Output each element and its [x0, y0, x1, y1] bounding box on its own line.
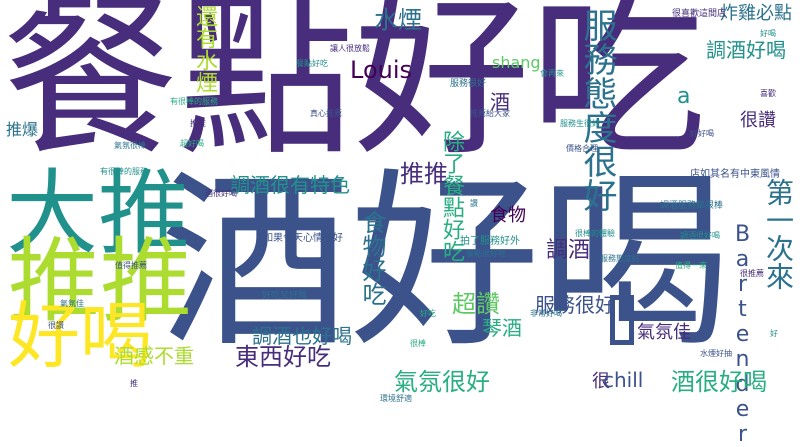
word-w-s5: 服務很好	[450, 79, 487, 89]
word-w-s14: 好好喝	[690, 129, 714, 138]
word-w-s25: 好吃	[420, 309, 436, 318]
word-w-dijici: 第一次來	[762, 178, 795, 290]
word-w-chaozan: 超讚	[452, 290, 500, 318]
word-w-s11: 餐點很好吃	[466, 249, 506, 258]
word-w-s26: 推	[130, 379, 138, 388]
word-w-s20: 調酒很好喝	[680, 231, 720, 240]
word-w-datui: 大推	[6, 160, 191, 267]
word-w-fuwutaidu: 服務態度很好	[577, 8, 617, 212]
word-w-s22: 環境舒適	[380, 394, 412, 403]
word-w-haohe: 好喝	[8, 294, 153, 378]
word-w-s16: 會再來	[540, 69, 564, 78]
word-w-s2: 店如其名有中東風情	[690, 169, 780, 180]
word-w-jiuhenhao: 酒很好喝	[671, 368, 767, 396]
word-w-qinjiu: 琴酒	[482, 316, 522, 340]
word-w-s12: 服務生很好	[560, 119, 600, 128]
word-w-s4: 如果今天心情不好	[263, 233, 343, 244]
word-w-a: a	[677, 84, 691, 109]
word-w-s38: 讚	[470, 199, 478, 208]
word-w-s15: 讓人很放鬆	[330, 44, 370, 53]
word-w-s3: 調酒服務都很棒	[660, 201, 724, 211]
word-w-zhaji: 炸雞必點	[720, 3, 792, 24]
word-w-shiwu: 食物	[490, 205, 526, 226]
word-w-s1: 拍了服務好外	[460, 236, 520, 247]
word-w-s27: 水煙好抽	[700, 349, 732, 358]
word-w-shuiyan: 水煙	[374, 6, 422, 34]
word-w-s35: 推推	[190, 119, 206, 128]
word-w-jiuhao: 酒好喝	[160, 152, 731, 373]
word-w-s40: 喜歡	[760, 89, 776, 98]
word-w-s29: 餐點好吃	[296, 59, 328, 68]
word-w-s7: 好吃又好喝	[262, 291, 308, 301]
word-w-s17: 氣氛很棒	[114, 141, 146, 150]
word-w-jiuganbuzhong: 酒感不重	[114, 344, 194, 368]
word-w-qifen: 氣氛很好	[394, 368, 490, 396]
word-w-s8: 很喜歡這間店	[672, 9, 727, 19]
word-w-s19: 值得一來	[675, 261, 707, 270]
word-w-fuwuhenhao: 服務很好	[535, 293, 615, 317]
word-w-s18: 推薦給大家	[470, 109, 510, 118]
word-w-louis: Louis	[350, 56, 413, 84]
word-w-qifenjia: 氣氛佳	[637, 322, 691, 343]
word-w-s28: 服務態度好	[600, 254, 640, 263]
word-w-dongxi: 東西好吃	[235, 343, 331, 371]
word-w-s10: 真心推薦	[310, 109, 342, 118]
word-w-s6: 有很棒的服務	[100, 167, 148, 176]
word-w-tiaojiuteshe: 調酒很有特色	[230, 173, 350, 197]
word-w-tiaojiuyehao: 調酒也好喝	[252, 324, 352, 348]
word-w-s34: 好喝	[760, 29, 776, 38]
word-w-tiaojiu1: 調酒好喝	[706, 38, 786, 62]
word-w-henzan: 很讚	[740, 110, 776, 131]
word-w-chulecanbu: 除了餐點好吃	[439, 130, 464, 262]
word-w-tuitui: 推推	[8, 228, 193, 335]
word-w-chill: chill	[603, 368, 644, 392]
word-w-shiwuhaochi: 食物好吃	[358, 210, 386, 306]
word-w-s21: 很推薦	[740, 269, 764, 278]
word-w-s9: 有很棒的服務	[170, 97, 218, 106]
word-w-s24: 很棒的體驗	[575, 229, 615, 238]
word-w-s39: 好	[770, 329, 778, 338]
word-w-tiaojiu2: 調酒	[546, 238, 591, 263]
word-w-bartender: Bartender	[730, 222, 755, 447]
word-w-tuitui2: 推推	[400, 160, 448, 188]
word-w-s31: 很棒	[410, 339, 426, 348]
word-w-s33: 氣氛佳	[60, 299, 84, 308]
word-w-s32: 值得推薦	[115, 261, 147, 270]
word-w-s23: 價格合理	[566, 144, 598, 153]
word-w-s37: 超好喝	[180, 139, 204, 148]
word-w-jiu: 酒	[490, 90, 510, 114]
word-w-s13: 非常好喝	[530, 309, 562, 318]
word-w-s36: 很讚	[48, 321, 64, 330]
word-w-canbu: 餐點好吃	[2, 0, 707, 180]
word-w-shang: shang	[492, 53, 541, 72]
word-w-hen: 很	[592, 371, 610, 392]
word-w-haiyoushuiyan: 還有水煙	[192, 5, 217, 93]
word-w-tuibao: 推爆	[6, 120, 39, 139]
word-w-box	[610, 295, 634, 345]
word-w-s30: 酒很好喝	[205, 189, 237, 198]
